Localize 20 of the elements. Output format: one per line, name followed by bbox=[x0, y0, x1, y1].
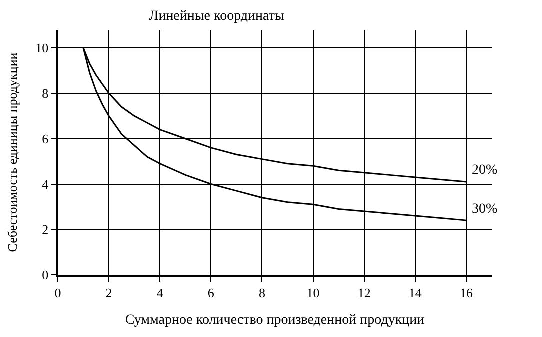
y-tick-label: 2 bbox=[42, 222, 49, 238]
x-tick-label: 2 bbox=[106, 285, 112, 300]
y-tick-label: 8 bbox=[42, 86, 49, 102]
series-label: 30% bbox=[472, 202, 498, 217]
x-tick-label: 0 bbox=[54, 285, 62, 300]
x-axis-title: Суммарное количество произведенной продукции bbox=[125, 313, 426, 328]
chart-title: Линейные координаты bbox=[149, 8, 285, 24]
y-axis-title: Себестоимость единицы продукции bbox=[5, 52, 20, 252]
series-label: 20% bbox=[472, 163, 498, 178]
x-tick-label: 16 bbox=[460, 285, 474, 300]
y-tick-label: 0 bbox=[42, 268, 49, 283]
y-tick-label: 4 bbox=[42, 176, 50, 192]
x-tick-label: 6 bbox=[208, 285, 215, 300]
y-tick-label: 10 bbox=[36, 40, 49, 56]
x-tick-label: 14 bbox=[408, 285, 422, 300]
x-tick-label: 10 bbox=[306, 285, 320, 300]
x-tick-label: 12 bbox=[358, 285, 371, 300]
x-tick-label: 4 bbox=[156, 285, 164, 300]
x-tick-label: 8 bbox=[258, 285, 266, 300]
y-tick-label: 6 bbox=[42, 131, 50, 146]
